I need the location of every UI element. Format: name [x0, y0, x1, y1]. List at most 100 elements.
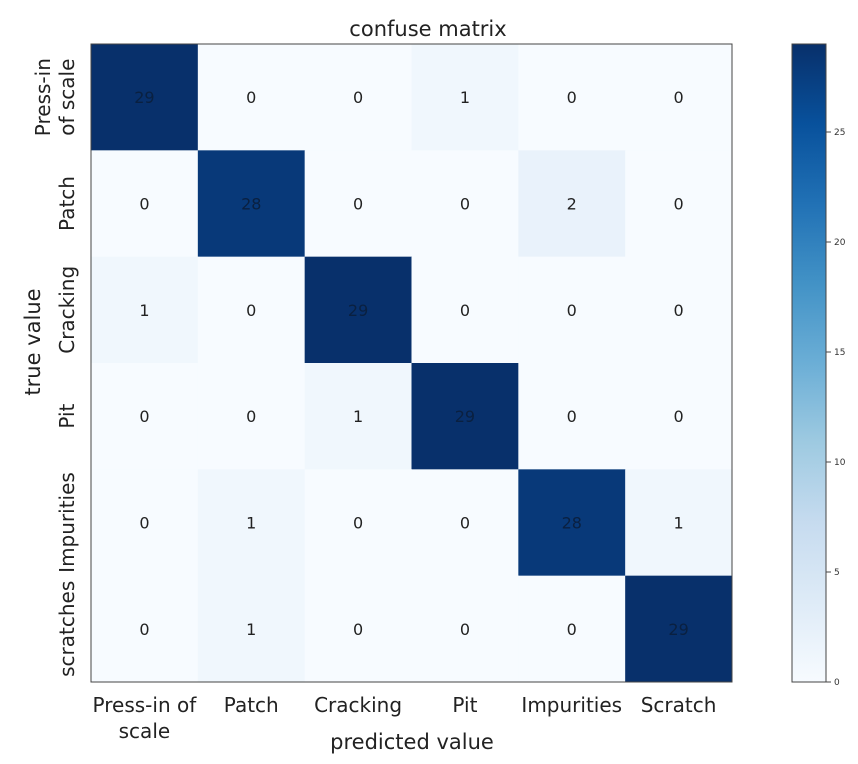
cell-value-label: 1: [353, 407, 363, 426]
colorbar-tick-label: 5: [834, 568, 840, 578]
x-tick-label: Impurities: [521, 693, 622, 717]
heatmap-cell: [197, 256, 306, 364]
heatmap-cell: [625, 150, 733, 258]
heatmap-cell: [91, 256, 199, 364]
heatmap-cell: [91, 44, 199, 151]
heatmap-cells: 29 0 0 1 0 0 0 28 0 0 2 0 1 0 29 0 0 0 0 0 1 29 0 0 0 1 0 0 28 1 0 1 0 0 0…: [91, 44, 733, 683]
cell-value-label: 0: [567, 88, 577, 107]
cell-value-label: 0: [567, 407, 577, 426]
colorbar-tick-label: 10: [834, 458, 846, 468]
cell-value-label: 0: [567, 620, 577, 639]
colorbar-tick-label: 0: [834, 678, 840, 688]
heatmap-cell: [304, 575, 412, 683]
cell-value-label: 0: [353, 195, 363, 214]
colorbar-tick-label: 25: [834, 128, 845, 138]
cell-value-label: 0: [246, 407, 256, 426]
heatmap-cell: [91, 363, 199, 470]
x-axis-label: predicted value: [330, 730, 494, 754]
heatmap-cell: [411, 150, 519, 258]
cell-value-label: 0: [673, 195, 683, 214]
heatmap-cell: [91, 469, 199, 577]
heatmap-cell: [518, 363, 626, 470]
heatmap-cell: [197, 469, 306, 577]
heatmap-cell: [304, 44, 412, 151]
heatmap-cell: [304, 469, 412, 577]
y-tick-label: of scale: [55, 59, 79, 136]
colorbar: [791, 43, 827, 683]
heatmap-cell: [625, 469, 733, 577]
heatmap-cell: [197, 575, 306, 683]
heatmap-cell: [411, 44, 519, 151]
cell-value-label: 0: [353, 88, 363, 107]
heatmap-cell: [411, 575, 519, 683]
cell-value-label: 0: [353, 620, 363, 639]
cell-value-label: 1: [246, 514, 256, 533]
plot-frame: [90, 43, 733, 683]
y-tick-label: Patch: [55, 176, 79, 231]
heatmap-cell: [625, 256, 733, 364]
cell-value-label: 0: [460, 514, 470, 533]
heatmap-cell: [304, 150, 412, 258]
cell-value-label: 29: [348, 301, 368, 320]
heatmap-cell: [625, 44, 733, 151]
heatmap-cell: [91, 575, 199, 683]
cell-value-label: 28: [241, 195, 261, 214]
x-tick-label: Pit: [452, 693, 477, 717]
y-axis-label: true value: [21, 288, 45, 395]
cell-value-label: 0: [353, 514, 363, 533]
heatmap-cell: [518, 150, 626, 258]
x-tick-label: Press-in of: [93, 693, 198, 717]
cell-value-label: 0: [460, 301, 470, 320]
y-tick-label: Impurities: [55, 472, 79, 573]
cell-value-label: 1: [246, 620, 256, 639]
cell-value-label: 29: [134, 88, 154, 107]
cell-value-label: 0: [246, 88, 256, 107]
cell-value-label: 1: [673, 514, 683, 533]
cell-value-label: 0: [460, 195, 470, 214]
heatmap-cell: [197, 363, 306, 470]
heatmap-cell: [625, 575, 733, 683]
cell-value-label: 0: [567, 301, 577, 320]
heatmap-cell: [304, 256, 412, 364]
cell-value-label: 0: [139, 195, 149, 214]
cell-value-label: 0: [673, 88, 683, 107]
heatmap-cell: [411, 363, 519, 470]
cell-value-label: 0: [139, 620, 149, 639]
y-tick-label: Press-in: [31, 58, 55, 136]
heatmap-cell: [91, 150, 199, 258]
x-tick-label: Cracking: [314, 693, 402, 717]
heatmap-cell: [518, 575, 626, 683]
heatmap-cell: [518, 256, 626, 364]
colorbar-ticks: 0 5 10 15 20 25: [826, 128, 846, 688]
cell-value-label: 0: [673, 301, 683, 320]
heatmap-cell: [411, 469, 519, 577]
x-tick-label: scale: [119, 719, 171, 743]
x-tick-label: Scratch: [641, 693, 717, 717]
chart-title: confuse matrix: [349, 17, 506, 41]
colorbar-tick-label: 20: [834, 238, 846, 248]
heatmap-cell: [518, 469, 626, 577]
cell-value-label: 0: [246, 301, 256, 320]
cell-value-label: 0: [460, 620, 470, 639]
cell-value-label: 1: [460, 88, 470, 107]
y-tick-labels: Press-in of scale Patch Cracking Pit Impuriti…: [31, 58, 79, 677]
cell-value-label: 29: [455, 407, 475, 426]
heatmap-cell: [625, 363, 733, 470]
cell-value-label: 0: [139, 514, 149, 533]
heatmap-cell: [197, 150, 306, 258]
x-tick-label: Patch: [224, 693, 279, 717]
heatmap-cell: [197, 44, 306, 151]
cell-value-label: 28: [562, 514, 582, 533]
cell-value-label: 0: [139, 407, 149, 426]
heatmap-cell: [411, 256, 519, 364]
cell-value-label: 2: [567, 195, 577, 214]
heatmap-cell: [518, 44, 626, 151]
colorbar-tick-label: 15: [834, 348, 845, 358]
cell-value-label: 29: [668, 620, 688, 639]
y-tick-label: Cracking: [55, 266, 79, 354]
cell-value-label: 1: [139, 301, 149, 320]
y-tick-label: scratches: [55, 581, 79, 677]
y-tick-label: Pit: [55, 404, 79, 429]
